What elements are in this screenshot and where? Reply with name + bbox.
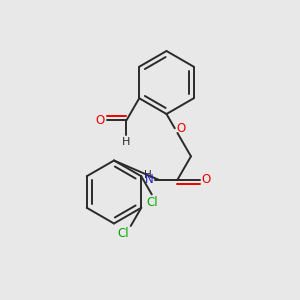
Text: O: O xyxy=(202,173,211,186)
Text: Cl: Cl xyxy=(118,227,129,240)
Text: H: H xyxy=(122,137,131,147)
Text: O: O xyxy=(95,113,105,127)
Text: Cl: Cl xyxy=(146,196,158,209)
Text: H: H xyxy=(145,170,152,180)
Text: N: N xyxy=(145,172,154,186)
Text: O: O xyxy=(176,122,185,135)
